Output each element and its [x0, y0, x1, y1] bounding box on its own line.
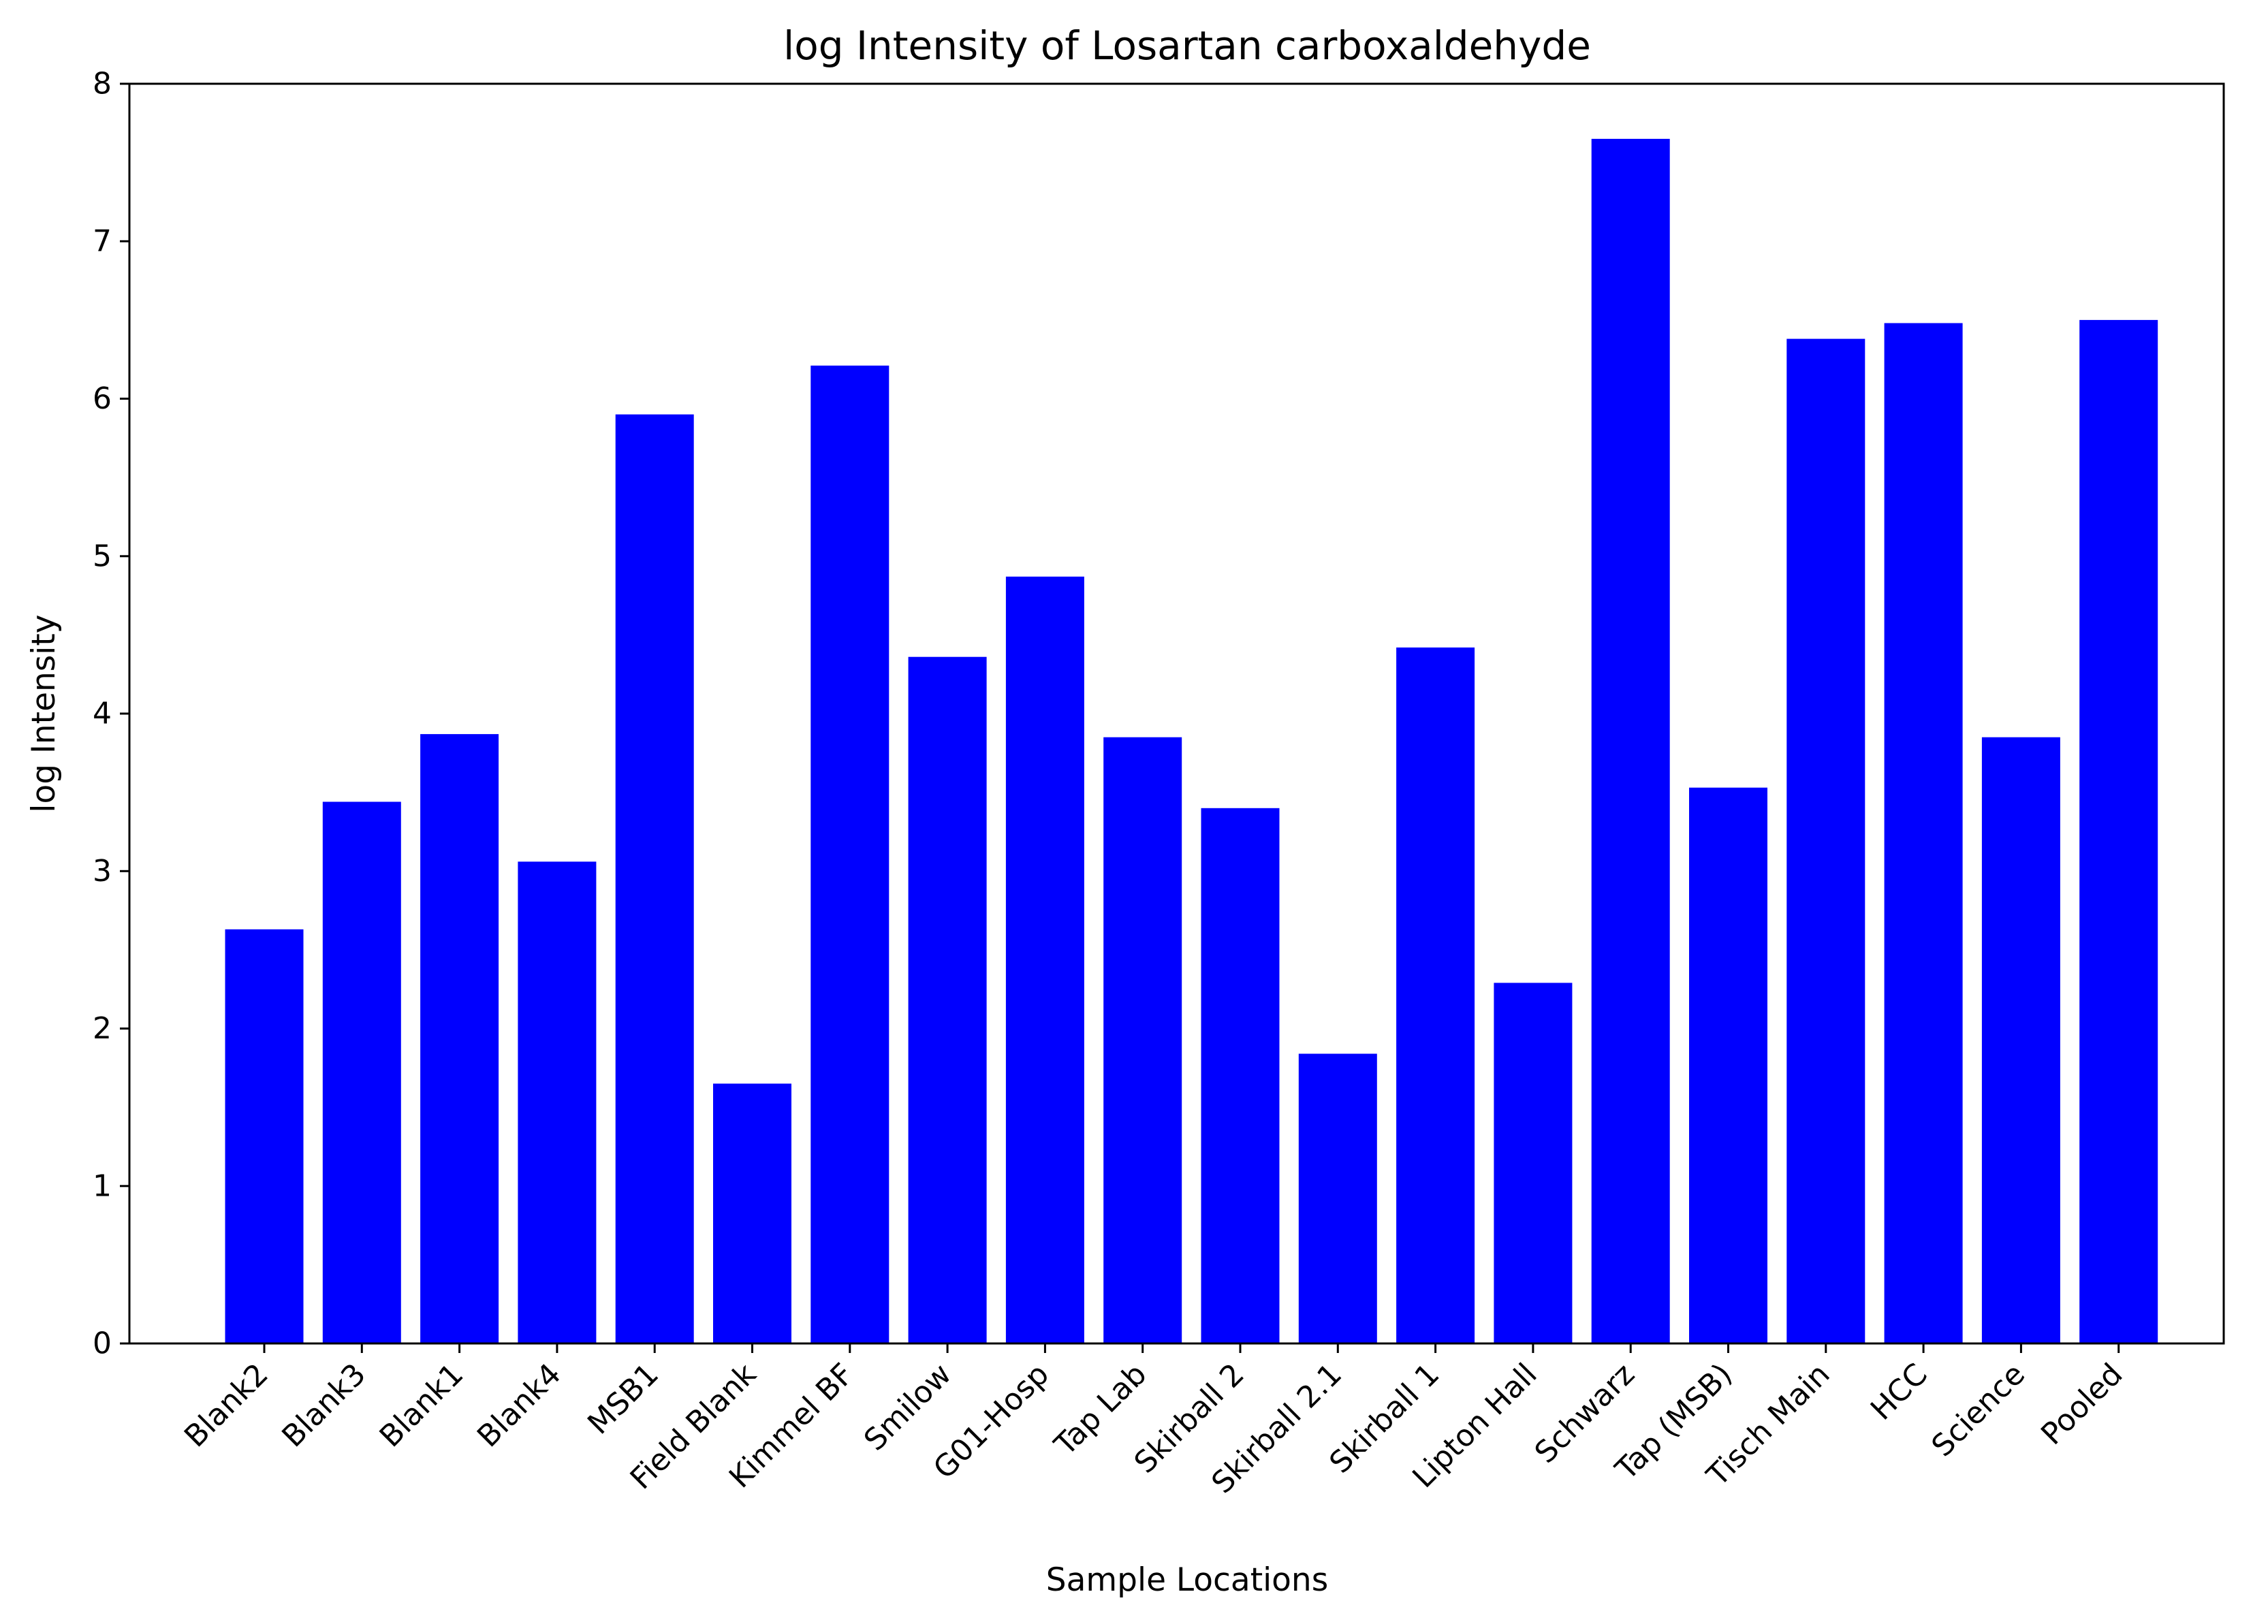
chart-title: log Intensity of Losartan carboxaldehyde — [783, 22, 1591, 69]
bar-blank4 — [518, 861, 597, 1343]
plot-frame — [128, 82, 2225, 1345]
bar-blank1 — [420, 734, 499, 1343]
y-tick-label-2: 2 — [93, 1011, 112, 1046]
bar-g01-hosp — [1005, 576, 1084, 1343]
bar-kimmel-bf — [810, 365, 889, 1343]
y-tick-label-0: 0 — [93, 1326, 112, 1361]
bar-tap-lab — [1103, 737, 1182, 1343]
bar-pooled — [2079, 319, 2158, 1343]
bar-schwarz — [1591, 138, 1670, 1343]
bar-tap-msb — [1689, 787, 1767, 1343]
bar-lipton-hall — [1494, 983, 1573, 1343]
bar-smilow — [908, 656, 987, 1343]
y-tick-label-5: 5 — [93, 539, 112, 573]
bar-field-blank — [713, 1083, 791, 1343]
bar-skirball-2 — [1201, 808, 1280, 1344]
bars-group — [225, 138, 2158, 1344]
y-axis-label: log Intensity — [25, 614, 63, 812]
y-tick-label-6: 6 — [93, 381, 112, 416]
bar-skirball-2-1 — [1298, 1053, 1377, 1343]
y-tick-label-3: 3 — [93, 854, 112, 889]
bar-science — [1981, 737, 2060, 1343]
bar-blank2 — [225, 929, 304, 1343]
bar-tisch-main — [1786, 338, 1865, 1344]
x-axis-label: Sample Locations — [1046, 1561, 1328, 1599]
y-tick-label-1: 1 — [93, 1168, 112, 1203]
y-tick-label-4: 4 — [93, 697, 112, 731]
y-tick-label-7: 7 — [93, 224, 112, 259]
bar-msb1 — [615, 414, 694, 1343]
y-axis-ticks: 0 1 2 3 4 5 6 7 8 — [93, 67, 129, 1361]
y-tick-label-8: 8 — [93, 67, 112, 101]
bar-blank3 — [322, 801, 401, 1343]
bar-hcc — [1884, 323, 1963, 1343]
bar-skirball-1 — [1396, 647, 1475, 1343]
